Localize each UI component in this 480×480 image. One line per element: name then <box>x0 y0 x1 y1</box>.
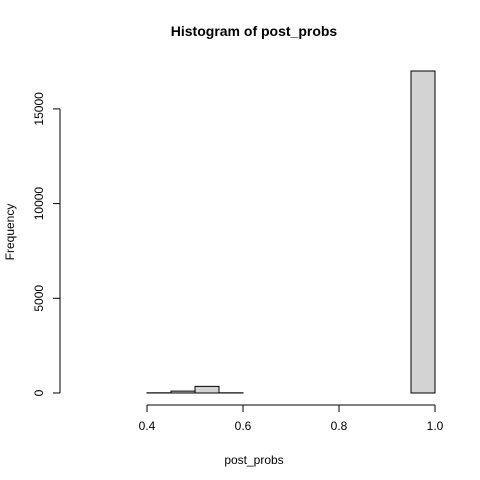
y-axis-ticks: 0 5000 10000 15000 <box>32 92 60 396</box>
histogram-bar <box>194 385 220 394</box>
y-tick-label: 15000 <box>32 92 46 126</box>
y-axis-label: Frequency <box>3 204 17 261</box>
x-axis-ticks: 0.4 0.6 0.8 1.0 <box>139 405 444 433</box>
histogram-bar <box>410 70 436 394</box>
histogram-bars <box>146 70 436 394</box>
chart-title: Histogram of post_probs <box>171 23 338 39</box>
x-tick-label: 0.8 <box>331 419 348 433</box>
histogram-bar <box>170 390 196 394</box>
y-tick-label: 10000 <box>32 187 46 221</box>
y-tick-label: 0 <box>32 389 46 396</box>
x-tick-label: 1.0 <box>427 419 444 433</box>
x-tick-label: 0.4 <box>139 419 156 433</box>
y-tick-label: 5000 <box>32 285 46 312</box>
x-axis-label: post_probs <box>224 453 283 467</box>
x-tick-label: 0.6 <box>235 419 252 433</box>
